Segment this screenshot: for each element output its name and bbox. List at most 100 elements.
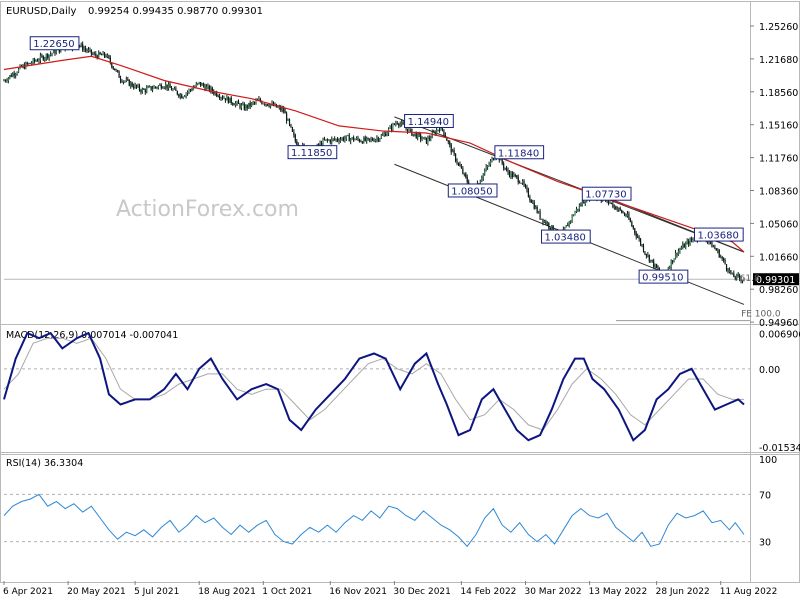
swing-label: 1.03680 [697, 231, 738, 242]
candle-body [715, 248, 717, 251]
candle-body [449, 141, 451, 145]
price-tick-label: 1.25260 [759, 22, 798, 33]
swing-label-box [638, 269, 689, 284]
candle-body [232, 103, 234, 105]
candle-body [160, 84, 162, 89]
candle-body [453, 150, 455, 154]
candle-body [669, 267, 671, 269]
candle-body [149, 86, 151, 88]
candle-body [667, 268, 669, 271]
time-tick-label: 18 Aug 2021 [198, 587, 256, 597]
candle-body [457, 163, 460, 164]
candle-body [191, 89, 193, 91]
candle-body [267, 104, 269, 106]
candle-body [386, 133, 388, 136]
price-tick-label: 0.98260 [759, 285, 798, 296]
candle-body [380, 135, 382, 139]
candle-body [336, 139, 339, 141]
time-tick-label: 30 Mar 2022 [524, 587, 581, 597]
candle-body [80, 44, 82, 47]
candle-body [734, 277, 736, 279]
candle-body [644, 251, 646, 255]
candle-body [682, 244, 684, 249]
candle-body [90, 49, 93, 54]
candle-body [133, 86, 135, 88]
candle-body [103, 52, 106, 57]
candle-body [240, 104, 243, 108]
candle-body [507, 169, 509, 173]
candle-body [268, 105, 270, 107]
candle-body [227, 96, 229, 103]
candle-body [654, 264, 656, 267]
candle-body [135, 84, 138, 87]
candle-body [428, 137, 430, 139]
candle-body [462, 168, 464, 174]
candle-body [347, 135, 349, 137]
candle-body [657, 267, 659, 270]
candle-body [351, 137, 353, 139]
candle-body [51, 53, 53, 54]
candle-body [651, 259, 653, 261]
candle-body [166, 84, 168, 89]
candle-body [639, 239, 642, 245]
macd-line [3, 331, 745, 442]
candle-body [637, 236, 639, 238]
candle-body [438, 129, 441, 131]
candle-body [402, 122, 404, 125]
candle-body [290, 124, 292, 128]
candle-body [114, 68, 116, 71]
candle-body [320, 142, 323, 146]
candle-body [540, 218, 543, 220]
candle-body [548, 223, 550, 228]
candle-body [673, 258, 675, 263]
candle-body [342, 137, 345, 141]
candle-body [447, 140, 449, 142]
candle-body [218, 96, 221, 99]
candle-body [285, 113, 288, 121]
candle-body [536, 206, 538, 213]
candle-body [520, 183, 522, 184]
candle-body [210, 87, 212, 91]
candle-body [143, 89, 145, 90]
candle-body [237, 101, 240, 104]
candle-body [140, 90, 142, 93]
candle-body [538, 211, 540, 213]
candle-body [420, 134, 422, 140]
candle-body [283, 108, 285, 112]
candle-body [711, 240, 713, 248]
candle-body [9, 75, 11, 78]
candle-body [173, 88, 176, 90]
candle-body [568, 221, 570, 227]
last-price-box [753, 273, 799, 286]
candle-body [610, 202, 613, 204]
candle-body [211, 87, 213, 92]
candle-body [128, 79, 130, 86]
candle-body [680, 248, 682, 250]
candle-body [650, 259, 652, 262]
candle-body [159, 84, 161, 86]
candle-body [727, 268, 729, 272]
candle-body [86, 49, 88, 52]
swing-label: 1.14940 [408, 117, 449, 128]
candle-body [287, 119, 289, 121]
candle-body [371, 138, 374, 141]
candle-body [631, 221, 633, 226]
candle-body [581, 201, 583, 206]
candle-body [629, 219, 631, 222]
candle-body [117, 70, 119, 72]
candle-body [176, 90, 178, 95]
candle-body [146, 87, 148, 92]
candle-body [296, 141, 298, 145]
candle-body [214, 92, 216, 94]
candle-body [450, 144, 452, 153]
price-tick-label: 1.15160 [759, 121, 798, 132]
swing-label: 1.11840 [498, 148, 539, 159]
candle-body [36, 60, 39, 62]
candle-body [542, 218, 544, 223]
candle-body [721, 256, 723, 259]
candle-body [399, 123, 401, 126]
candle-body [389, 126, 391, 129]
candle-body [460, 166, 463, 169]
candle-body [181, 94, 183, 99]
candle-body [565, 225, 567, 228]
